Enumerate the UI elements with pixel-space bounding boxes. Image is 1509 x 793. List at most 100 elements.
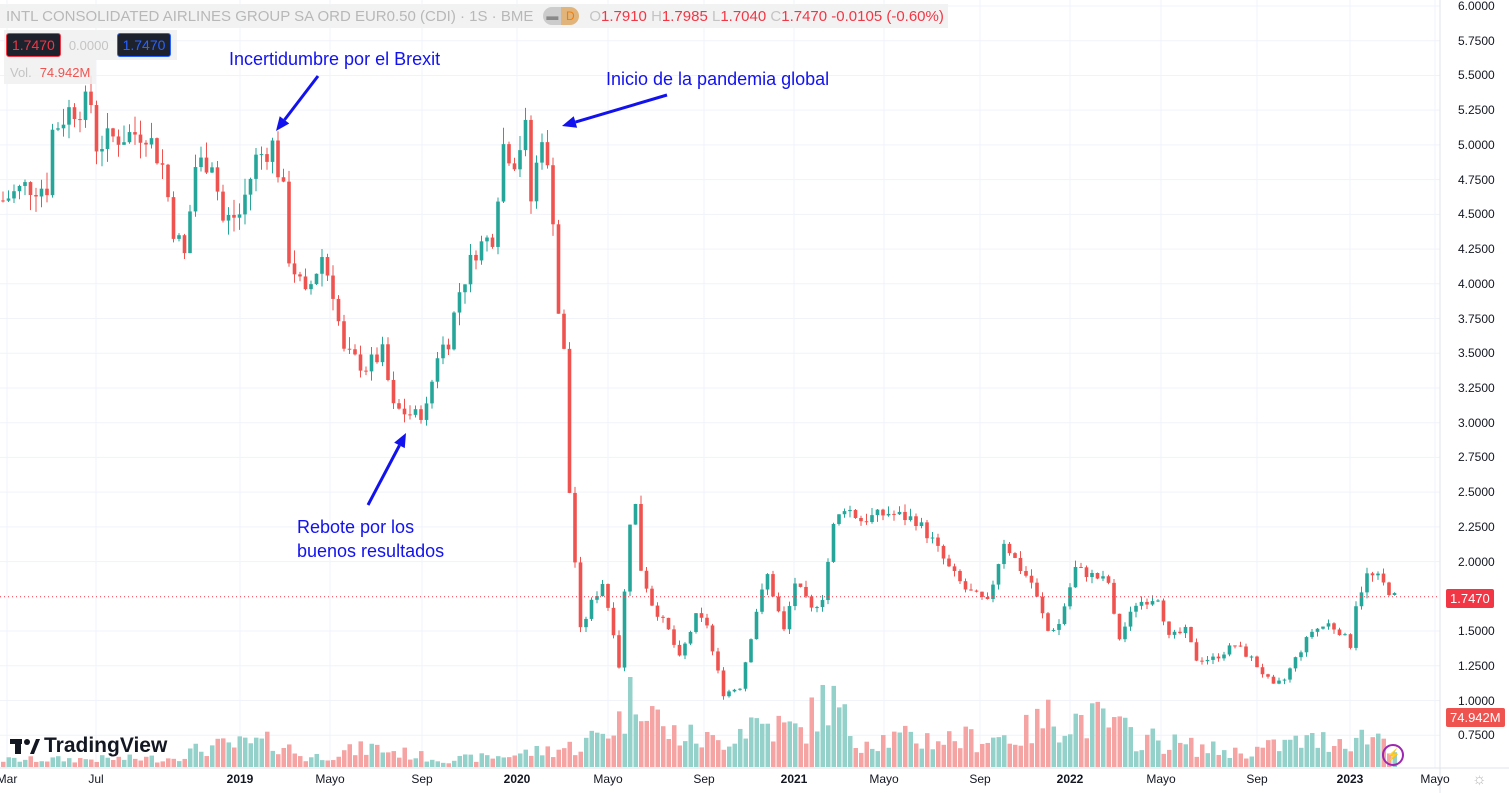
volume-bar xyxy=(963,726,968,767)
sell-button[interactable]: 1.7470 xyxy=(6,33,61,57)
volume-bar xyxy=(1244,758,1249,767)
annotation-rebound-line1[interactable]: Rebote por los xyxy=(297,517,415,537)
annotation-rebound-line2[interactable]: buenos resultados xyxy=(297,541,445,561)
volume-bar xyxy=(1084,738,1089,767)
volume-bar xyxy=(100,755,105,767)
lightning-icon[interactable]: ⚡ xyxy=(1382,744,1404,766)
volume-bar xyxy=(138,760,143,767)
candle-body xyxy=(111,128,115,137)
buy-button[interactable]: 1.7470 xyxy=(116,33,172,57)
candle-body xyxy=(276,140,280,178)
candle-body xyxy=(485,237,489,242)
volume-bar xyxy=(248,743,253,767)
volume-bar xyxy=(331,760,336,767)
volume-bar xyxy=(776,715,781,767)
logo-text: TradingView xyxy=(44,734,168,757)
bid-ask-row: 1.7470 0.0000 1.7470 xyxy=(4,30,178,60)
volume-bar xyxy=(402,747,407,767)
volume-bar xyxy=(111,759,116,767)
market-toggle[interactable]: ▬ D xyxy=(543,7,580,25)
volume-bar xyxy=(314,753,319,767)
volume-bar xyxy=(446,763,451,767)
annotation-pandemic[interactable]: Inicio de la pandemia global xyxy=(606,69,830,89)
candle-body xyxy=(446,344,451,350)
volume-bar xyxy=(1161,753,1166,767)
candle-body xyxy=(12,191,16,199)
open-label: O xyxy=(589,7,602,25)
candle-body xyxy=(1381,573,1386,583)
volume-bar xyxy=(1211,741,1216,767)
volume-bar xyxy=(611,735,616,767)
candle-body xyxy=(754,611,759,640)
volume-bar xyxy=(463,754,468,767)
volume-bar xyxy=(870,748,875,767)
candle-body xyxy=(177,235,181,239)
candle-body xyxy=(248,178,253,195)
volume-bar xyxy=(562,748,567,767)
volume-bar xyxy=(727,746,732,767)
annotation-brexit[interactable]: Incertidumbre por el Brexit xyxy=(229,49,441,69)
volume-bar xyxy=(89,759,94,767)
candle-body xyxy=(578,562,583,628)
volume-bar xyxy=(149,755,154,767)
candle-body xyxy=(1304,637,1309,653)
symbol-title[interactable]: INTL CONSOLIDATED AIRLINES GROUP SA ORD … xyxy=(6,7,534,25)
settings-sun-icon[interactable]: ☼ xyxy=(1472,771,1487,788)
candle-body xyxy=(1354,606,1358,648)
tradingview-logo[interactable]: TradingView xyxy=(10,734,167,758)
price-tick: 5.5000 xyxy=(1458,68,1495,83)
candle-body xyxy=(1266,674,1270,677)
volume-bar xyxy=(1194,756,1199,767)
volume-bar xyxy=(1101,708,1106,767)
candle-body xyxy=(1332,623,1336,630)
candle-body xyxy=(221,191,225,221)
candle-body xyxy=(771,574,775,597)
volume-bar xyxy=(1046,699,1051,767)
volume-bar xyxy=(534,745,539,767)
candle-body xyxy=(952,566,957,572)
candle-body xyxy=(6,198,11,201)
volume-bar xyxy=(1310,733,1315,767)
candle-body xyxy=(430,381,434,404)
volume-bar xyxy=(512,755,517,767)
candle-body xyxy=(34,195,38,197)
spread-value: 0.0000 xyxy=(68,37,109,53)
candle-body xyxy=(243,194,247,215)
volume-value: 74.942M xyxy=(39,64,91,80)
volume-bar xyxy=(50,757,55,767)
volume-bar xyxy=(540,755,545,767)
candle-body xyxy=(573,492,577,563)
price-tick: 3.0000 xyxy=(1458,415,1495,430)
candle-body xyxy=(1178,631,1182,634)
candle-body xyxy=(760,589,764,612)
candle-body xyxy=(1007,543,1012,554)
price-tick: 2.0000 xyxy=(1458,554,1495,569)
candle-body xyxy=(820,600,825,608)
volume-bar xyxy=(804,743,809,767)
volume-bar xyxy=(501,757,506,767)
candle-body xyxy=(199,157,203,168)
candle-body xyxy=(523,119,528,151)
candle-body xyxy=(1271,676,1276,684)
volume-bar xyxy=(958,748,963,767)
volume-bar xyxy=(1167,749,1172,767)
dash-icon: ▬ xyxy=(543,7,562,25)
volume-bar xyxy=(171,758,176,767)
volume-bar xyxy=(347,744,352,767)
volume-bar xyxy=(908,731,913,767)
candle-body xyxy=(980,591,984,598)
candle-body xyxy=(1024,571,1028,576)
volume-bar xyxy=(694,743,699,767)
volume-bar xyxy=(17,761,22,767)
candle-body xyxy=(985,597,990,600)
volume-bar xyxy=(386,752,391,767)
time-tick: Mayo xyxy=(869,772,899,786)
volume-bar xyxy=(1255,746,1260,767)
volume-bar xyxy=(545,746,550,767)
candle-body xyxy=(1018,557,1023,572)
candle-body xyxy=(1370,573,1375,576)
volume-bar xyxy=(672,725,677,767)
volume-bar xyxy=(661,726,666,767)
candle-body xyxy=(507,144,511,164)
